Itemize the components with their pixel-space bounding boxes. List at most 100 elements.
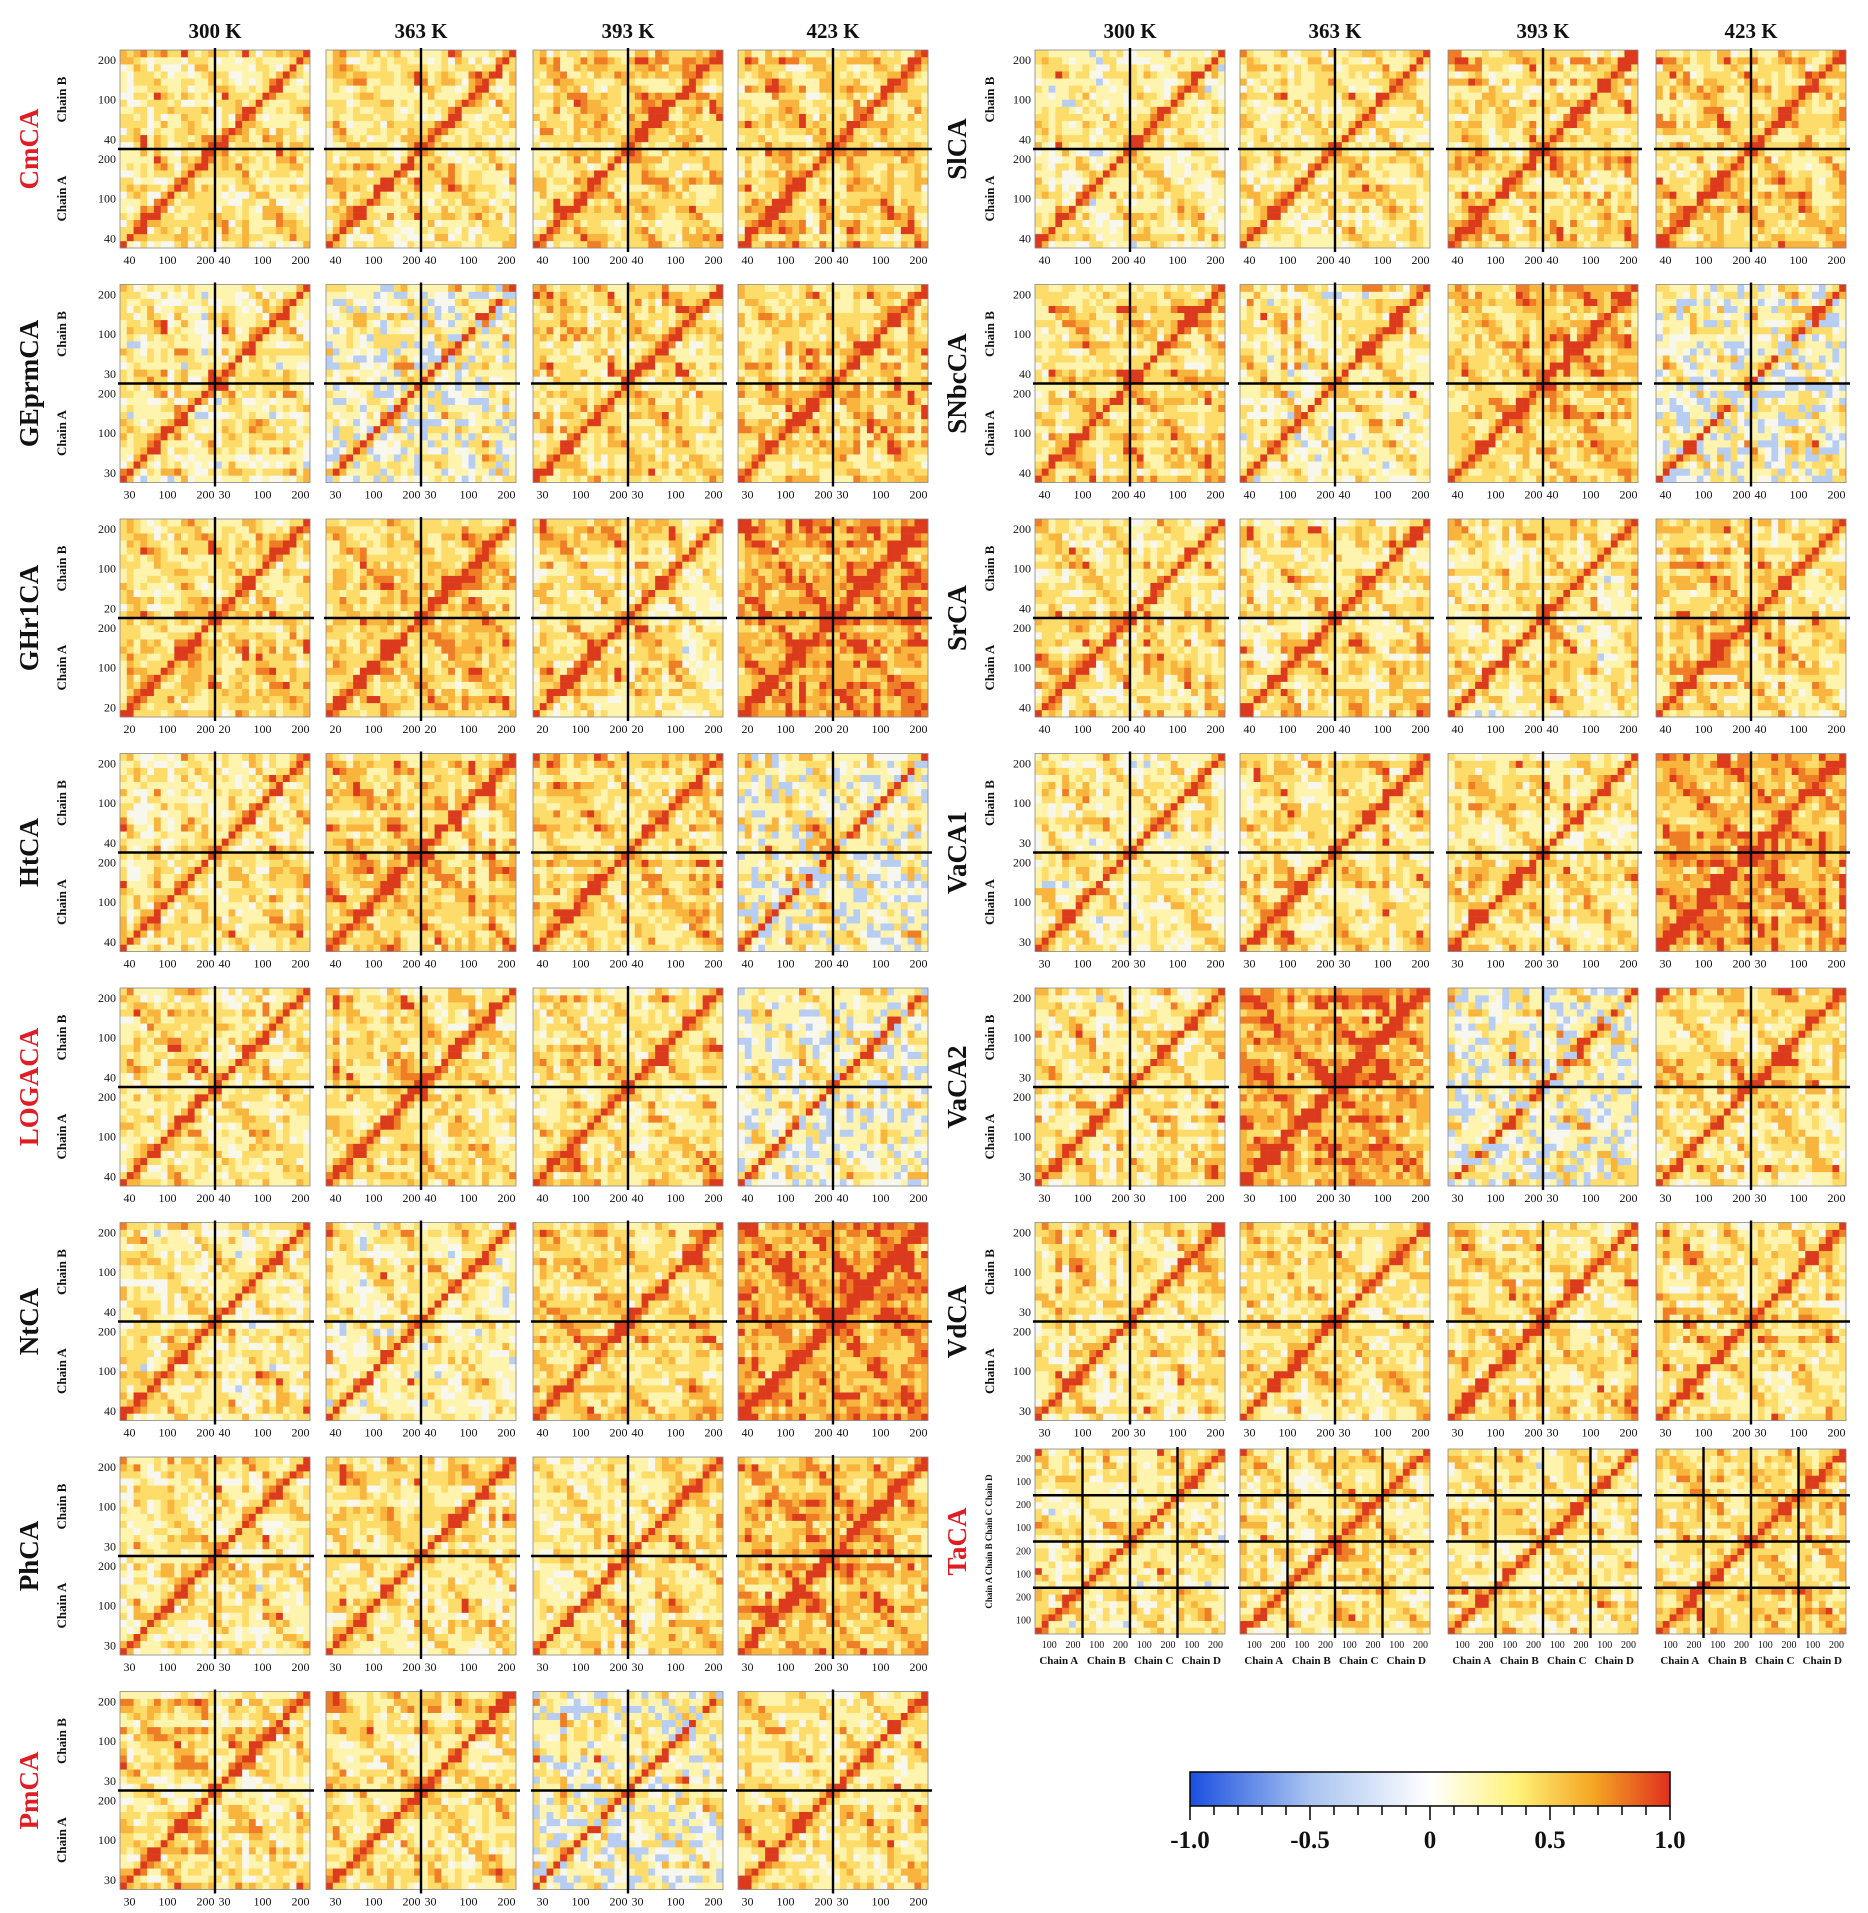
heatmap-cell [283,85,290,92]
heatmap-cell [601,128,608,135]
heatmap-cell [482,163,489,170]
heatmap-cell [346,64,353,71]
heatmap-cell [642,184,649,191]
heatmap-cell [360,227,367,234]
heatmap-cell [703,177,710,184]
heatmap-cell [502,107,509,114]
heatmap-cell [662,100,669,107]
heatmap-cell [509,92,516,99]
heatmap-cell [540,128,547,135]
heatmap-cell [469,57,476,64]
heatmap-cell [269,206,276,213]
heatmap-cell [387,50,394,57]
heatmap-cell [709,184,716,191]
heatmap-cell [401,163,408,170]
heatmap-cell [642,220,649,227]
heatmap-cell [360,92,367,99]
heatmap-cell [235,191,242,198]
heatmap-cell [181,114,188,121]
heatmap-cell [283,78,290,85]
heatmap-cell [469,50,476,57]
heatmap-cell [161,206,168,213]
heatmap-cell [154,170,161,177]
heatmap-cell [614,227,621,234]
heatmap-cell [222,213,229,220]
heatmap-cell [360,234,367,241]
heatmap-cell [462,163,469,170]
heatmap-cell [340,57,347,64]
heatmap-cell [134,50,141,57]
heatmap-cell [428,121,435,128]
heatmap-cell [276,191,283,198]
heatmap-cell [489,64,496,71]
heatmap-cell [462,234,469,241]
heatmap-cell [696,170,703,177]
heatmap-cell [174,213,181,220]
heatmap-cell [435,199,442,206]
heatmap-cell [235,213,242,220]
heatmap-cell [594,100,601,107]
heatmap-cell [174,100,181,107]
heatmap-cell [303,50,310,57]
heatmap-cell [428,156,435,163]
heatmap-cell [533,92,540,99]
heatmap-cell [367,71,374,78]
heatmap-cell [462,227,469,234]
heatmap-cell [195,71,202,78]
heatmap-cell [127,114,134,121]
heatmap-cell [716,156,723,163]
heatmap-cell [581,191,588,198]
heatmap-cell [229,220,236,227]
heatmap-cell [601,156,608,163]
heatmap-cell [374,78,381,85]
heatmap-cell [482,57,489,64]
heatmap-cell [703,107,710,114]
heatmap-cell [533,206,540,213]
heatmap-cell [290,241,297,248]
heatmap-cell [587,213,594,220]
heatmap-cell [662,156,669,163]
heatmap-cell [367,114,374,121]
heatmap-cell [296,191,303,198]
heatmap-cell [448,50,455,57]
heatmap-cell [540,177,547,184]
heatmap-cell [154,107,161,114]
heatmap-cell [703,135,710,142]
heatmap-cell [482,114,489,121]
heatmap-cell [340,64,347,71]
heatmap-cell [594,114,601,121]
heatmap-cell [696,107,703,114]
heatmap-cell [703,114,710,121]
heatmap-cell [346,121,353,128]
heatmap-cell [201,64,208,71]
heatmap-cell [127,107,134,114]
heatmap-cell [441,78,448,85]
heatmap-cell [174,128,181,135]
heatmap-cell [346,241,353,248]
heatmap-cell [462,135,469,142]
heatmap-cell [614,241,621,248]
heatmap-cell [195,177,202,184]
heatmap-cell [676,92,683,99]
heatmap-cell [594,92,601,99]
heatmap-cell [407,170,414,177]
heatmap-cell [229,71,236,78]
heatmap-cell [676,220,683,227]
heatmap-cell [428,177,435,184]
heatmap-cell [222,114,229,121]
heatmap-cell [353,184,360,191]
heatmap-cell [174,57,181,64]
heatmap-cell [462,64,469,71]
heatmap-cell [326,213,333,220]
heatmap-cell [134,163,141,170]
x-tick-label: 40 [124,253,136,267]
heatmap-cell [188,78,195,85]
heatmap-cell [648,114,655,121]
heatmap-cell [709,199,716,206]
heatmap-cell [696,191,703,198]
heatmap-cell [201,213,208,220]
heatmap-cell [380,199,387,206]
heatmap-cell [374,191,381,198]
heatmap-cell [648,100,655,107]
heatmap-cell [462,78,469,85]
